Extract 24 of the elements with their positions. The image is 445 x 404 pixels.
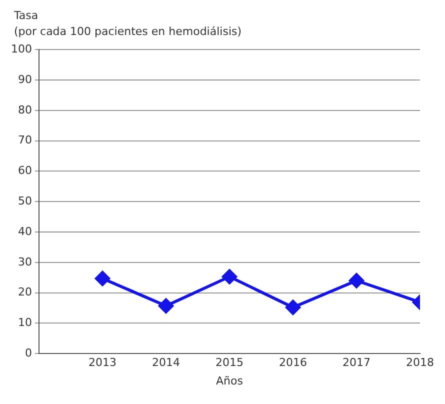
point: [222, 269, 237, 284]
y-axis-title: Tasa (por cada 100 pacientes en hemodiálisis): [13, 8, 243, 40]
x-tick-label: 2015: [216, 356, 244, 370]
y-tick-label: 80: [18, 103, 32, 116]
x-tick-label: 2013: [88, 356, 116, 370]
point: [158, 298, 174, 314]
x-tick-label: 2018: [406, 356, 434, 370]
y-tick-label: 90: [18, 72, 32, 86]
x-tick-label: 2017: [342, 356, 370, 370]
y-tick-label: 100: [10, 42, 32, 56]
y-tick-label: 50: [18, 194, 32, 208]
x-tick-label: 2016: [279, 356, 307, 370]
x-axis-title: Años: [216, 374, 244, 388]
y-tick-label: 40: [18, 224, 32, 238]
y-tick-label: 0: [24, 346, 32, 360]
x-tick-label: 2014: [152, 356, 180, 370]
y-tick-label: 10: [18, 316, 32, 330]
y-tick-label: 70: [18, 134, 32, 147]
y-tick-label: 30: [18, 255, 32, 268]
y-tick-label: 20: [18, 286, 32, 299]
point: [349, 273, 364, 288]
point: [286, 300, 300, 315]
point: [94, 271, 110, 286]
y-tick-label: 60: [18, 164, 32, 178]
